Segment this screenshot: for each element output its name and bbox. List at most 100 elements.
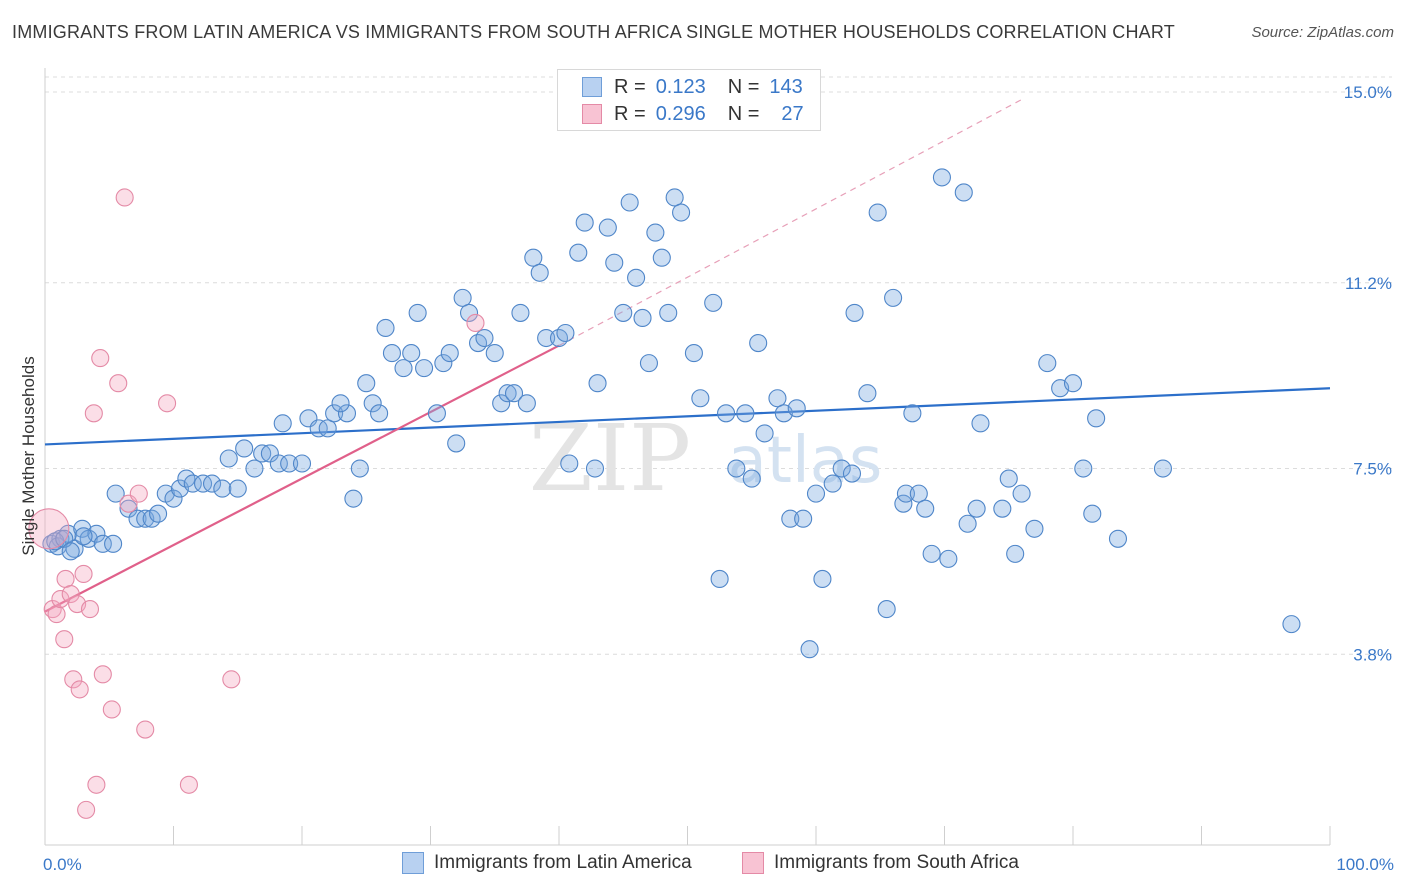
point-latin-america (884, 288, 903, 307)
point-latin-america (415, 359, 434, 378)
n-label: N = (727, 75, 760, 98)
chart-title: IMMIGRANTS FROM LATIN AMERICA VS IMMIGRA… (12, 22, 1175, 42)
point-latin-america (447, 434, 466, 453)
point-latin-america (585, 459, 605, 478)
axes (44, 68, 1331, 846)
point-latin-america (530, 263, 549, 282)
y-axis-label: Single Mother Households (19, 356, 38, 555)
point-latin-america (273, 414, 292, 433)
point-south-africa (129, 484, 148, 503)
point-latin-america (1074, 459, 1093, 478)
point-latin-america (633, 308, 652, 327)
point-south-africa (136, 720, 155, 739)
point-latin-america (727, 459, 746, 478)
point-latin-america (806, 484, 826, 503)
point-south-africa (77, 800, 96, 819)
point-latin-america (659, 303, 678, 322)
point-latin-america (269, 454, 288, 473)
point-latin-america (605, 253, 624, 272)
point-latin-america (370, 404, 389, 423)
point-south-africa (51, 589, 70, 609)
point-latin-america (128, 509, 147, 528)
y-tick-label: 7.5% (1353, 460, 1392, 479)
point-latin-america (1108, 529, 1128, 548)
r-label: R = (614, 75, 646, 98)
trend-line-south-africa (44, 344, 560, 613)
r-value: 0.296 (655, 102, 706, 125)
point-latin-america (74, 527, 93, 546)
point-latin-america (183, 474, 202, 493)
point-latin-america (475, 328, 494, 348)
data-points (28, 168, 1301, 819)
x-tick-label: 0.0% (43, 855, 82, 874)
r-value: 0.123 (655, 75, 706, 98)
point-latin-america (800, 640, 819, 659)
point-latin-america (868, 203, 887, 222)
point-south-africa (179, 775, 198, 794)
grid-lines (45, 76, 1392, 655)
point-latin-america (203, 474, 222, 493)
point-latin-america (909, 484, 928, 503)
point-latin-america (219, 449, 238, 468)
point-latin-america (742, 469, 761, 488)
point-latin-america (614, 303, 633, 322)
point-latin-america (954, 183, 973, 202)
point-south-africa (109, 374, 128, 393)
point-latin-america (382, 344, 402, 363)
point-latin-america (652, 248, 671, 267)
point-south-africa (84, 404, 103, 423)
point-latin-america (485, 344, 504, 363)
point-latin-america (73, 519, 92, 538)
point-latin-america (1025, 519, 1044, 538)
point-south-africa (115, 188, 134, 207)
point-latin-america (736, 404, 755, 423)
trend-line-latin-america (44, 387, 1331, 446)
point-latin-america (93, 534, 112, 553)
point-latin-america (932, 168, 951, 187)
point-latin-america (453, 288, 472, 307)
point-latin-america (993, 499, 1012, 518)
n-value: 27 (781, 102, 804, 125)
point-latin-america (575, 213, 594, 232)
point-latin-america (903, 404, 922, 423)
point-latin-america (794, 509, 813, 528)
legend-item-south-africa: Immigrants from South Africa (742, 852, 1019, 874)
tick-labels: 3.8% 7.5% 11.2% 15.0% 0.0% 100.0% (43, 83, 1394, 874)
point-latin-america (402, 344, 421, 363)
point-south-africa (80, 600, 100, 619)
point-latin-america (672, 203, 691, 222)
legend-row-latin-america: R = 0.123 N = 143 (582, 75, 803, 99)
point-south-africa (87, 775, 106, 794)
point-latin-america (61, 542, 80, 561)
point-latin-america (119, 499, 138, 518)
point-latin-america (704, 293, 723, 312)
legend-swatch-blue (582, 77, 602, 97)
point-latin-america (716, 404, 736, 423)
point-latin-america (492, 394, 511, 413)
point-latin-america (517, 394, 536, 413)
point-latin-america (164, 489, 183, 508)
point-latin-america (292, 454, 312, 473)
point-latin-america (684, 344, 703, 363)
point-latin-america (440, 344, 459, 363)
point-latin-america (498, 384, 517, 403)
point-latin-america (598, 218, 617, 237)
watermark-atlas: atlas (728, 424, 883, 498)
legend-swatch-pink (742, 852, 764, 874)
point-latin-america (967, 499, 986, 518)
point-south-africa (222, 670, 241, 689)
point-south-africa (47, 605, 66, 624)
point-latin-america (357, 374, 376, 393)
point-latin-america (331, 394, 350, 413)
point-latin-america (1282, 615, 1301, 634)
point-latin-america (235, 439, 254, 458)
point-latin-america (691, 389, 710, 408)
point-latin-america (363, 394, 382, 413)
point-latin-america (877, 600, 896, 619)
point-latin-america (213, 479, 232, 498)
y-tick-label: 15.0% (1344, 83, 1392, 102)
point-south-africa (91, 349, 110, 368)
point-latin-america (427, 404, 446, 423)
point-latin-america (922, 544, 941, 563)
